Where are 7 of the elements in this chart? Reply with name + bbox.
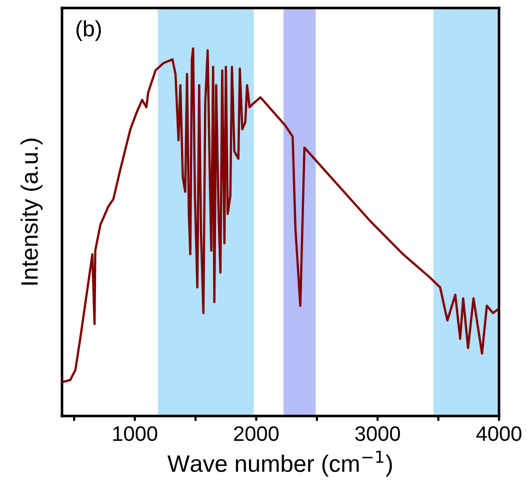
y-axis-title: Intensity (a.u.) [20, 138, 43, 285]
x-tick-label: 4000 [476, 426, 522, 442]
x-tick-label: 2000 [234, 426, 279, 442]
text: (b) [76, 20, 101, 41]
x-tick-label: 3000 [355, 426, 400, 442]
x-tick-label: 1000 [113, 426, 158, 442]
x-axis-title: Wave number (cm$^{−1}$) [168, 450, 392, 477]
